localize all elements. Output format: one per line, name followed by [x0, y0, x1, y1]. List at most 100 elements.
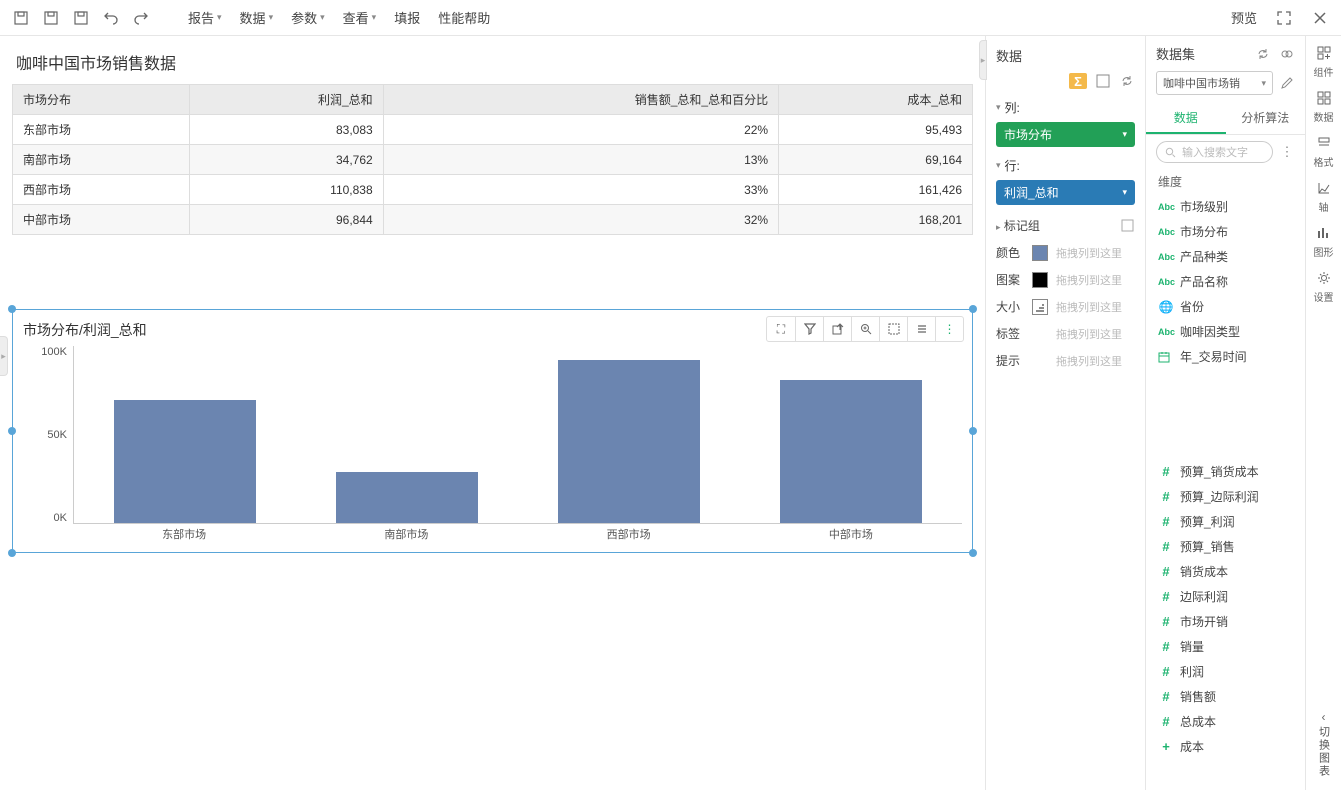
- undo-icon[interactable]: [102, 9, 120, 27]
- table-row[interactable]: 中部市场96,84432%168,201: [13, 205, 973, 235]
- menu-perf[interactable]: 性能帮助: [430, 4, 498, 31]
- bar[interactable]: [114, 400, 256, 523]
- measure-field[interactable]: #销量: [1152, 634, 1299, 659]
- redo-icon[interactable]: [132, 9, 150, 27]
- collapse-config-icon[interactable]: ▸: [979, 40, 987, 80]
- tab-analysis[interactable]: 分析算法: [1226, 103, 1306, 134]
- label-shelf[interactable]: 标签 拖拽列到这里: [996, 325, 1135, 342]
- measure-field[interactable]: +成本: [1152, 734, 1299, 759]
- resize-handle[interactable]: [969, 549, 977, 557]
- size-shelf[interactable]: 大小 拖拽列到这里: [996, 298, 1135, 315]
- dimension-field[interactable]: Abc产品种类: [1152, 244, 1299, 269]
- dataset-panel: 数据集 咖啡中国市场销▾ 数据 分析算法 输入搜索文字 ⋮: [1145, 36, 1305, 790]
- close-icon[interactable]: [1311, 9, 1329, 27]
- drop-placeholder: 拖拽列到这里: [1056, 299, 1122, 315]
- rail-data[interactable]: 数据: [1314, 89, 1334, 124]
- menu-fill[interactable]: 填报: [386, 4, 428, 31]
- menu-report[interactable]: 报告▾: [180, 4, 230, 31]
- rail-settings[interactable]: 设置: [1314, 269, 1334, 304]
- measure-field[interactable]: #市场开销: [1152, 609, 1299, 634]
- measure-field[interactable]: #预算_销货成本: [1152, 459, 1299, 484]
- save-icon-2[interactable]: [42, 9, 60, 27]
- preview-button[interactable]: 预览: [1231, 8, 1257, 27]
- measure-field[interactable]: #销货成本: [1152, 559, 1299, 584]
- y-axis: 100K 50K 0K: [23, 346, 73, 546]
- resize-handle[interactable]: [969, 305, 977, 313]
- dimension-field[interactable]: Abc市场级别: [1152, 194, 1299, 219]
- add-icon[interactable]: [1095, 73, 1111, 89]
- rail-components[interactable]: 组件: [1314, 44, 1334, 79]
- col-header[interactable]: 成本_总和: [779, 85, 973, 115]
- col-header[interactable]: 利润_总和: [189, 85, 383, 115]
- size-icon[interactable]: [1032, 299, 1048, 315]
- bar[interactable]: [558, 360, 700, 523]
- x-axis-label: 南部市场: [295, 526, 517, 546]
- dataset-refresh-icon[interactable]: [1255, 46, 1271, 62]
- bar[interactable]: [780, 380, 922, 523]
- measure-field[interactable]: #预算_销售: [1152, 534, 1299, 559]
- rail-shape[interactable]: 图形: [1314, 224, 1334, 259]
- resize-handle[interactable]: [8, 427, 16, 435]
- menu-params[interactable]: 参数▾: [283, 4, 333, 31]
- measure-field[interactable]: #利润: [1152, 659, 1299, 684]
- dataset-link-icon[interactable]: [1279, 46, 1295, 62]
- pattern-shelf[interactable]: 图案 拖拽列到这里: [996, 271, 1135, 288]
- pattern-swatch[interactable]: [1032, 272, 1048, 288]
- column-pill[interactable]: 市场分布▾: [996, 122, 1135, 147]
- col-header[interactable]: 市场分布: [13, 85, 190, 115]
- row-pill[interactable]: 利润_总和▾: [996, 180, 1135, 205]
- field-search-input[interactable]: 输入搜索文字: [1156, 141, 1273, 163]
- marker-settings-icon[interactable]: [1119, 218, 1135, 234]
- measure-field[interactable]: #边际利润: [1152, 584, 1299, 609]
- tooltip-shelf[interactable]: 提示 拖拽列到这里: [996, 352, 1135, 369]
- chart-list-icon[interactable]: [907, 317, 935, 341]
- chart-expand-icon[interactable]: ⛶: [767, 317, 795, 341]
- measure-field[interactable]: #预算_利润: [1152, 509, 1299, 534]
- tab-data[interactable]: 数据: [1146, 103, 1226, 134]
- rail-format[interactable]: 格式: [1314, 134, 1334, 169]
- chart-filter-icon[interactable]: [795, 317, 823, 341]
- search-more-icon[interactable]: ⋮: [1279, 144, 1295, 160]
- resize-handle[interactable]: [8, 549, 16, 557]
- chart-export-icon[interactable]: [823, 317, 851, 341]
- resize-handle[interactable]: [8, 305, 16, 313]
- dimension-field[interactable]: 年_交易时间: [1152, 344, 1299, 369]
- col-header[interactable]: 销售额_总和_总和百分比: [383, 85, 778, 115]
- marker-group-header[interactable]: ▸ 标记组: [996, 217, 1135, 234]
- save-icon-3[interactable]: [72, 9, 90, 27]
- color-shelf[interactable]: 颜色 拖拽列到这里: [996, 244, 1135, 261]
- menu-data[interactable]: 数据▾: [232, 4, 282, 31]
- number-field-icon: #: [1158, 614, 1174, 629]
- formula-icon[interactable]: Σ: [1069, 73, 1087, 89]
- resize-handle[interactable]: [969, 427, 977, 435]
- menu-view[interactable]: 查看▾: [335, 4, 385, 31]
- dataset-edit-icon[interactable]: [1279, 75, 1295, 91]
- measure-field[interactable]: #预算_边际利润: [1152, 484, 1299, 509]
- text-field-icon: Abc: [1158, 227, 1174, 237]
- chart-more-icon[interactable]: ⋮: [935, 317, 963, 341]
- table-row[interactable]: 西部市场110,83833%161,426: [13, 175, 973, 205]
- dimension-field[interactable]: Abc市场分布: [1152, 219, 1299, 244]
- measure-field[interactable]: #总成本: [1152, 709, 1299, 734]
- rail-switch-chart[interactable]: ‹ 切换图表: [1316, 710, 1332, 790]
- expand-left-icon[interactable]: ▸: [0, 336, 8, 376]
- dimension-field[interactable]: Abc产品名称: [1152, 269, 1299, 294]
- dataset-select[interactable]: 咖啡中国市场销▾: [1156, 71, 1273, 95]
- field-name: 预算_边际利润: [1180, 488, 1259, 505]
- grid-icon: [1315, 89, 1333, 107]
- bar[interactable]: [336, 472, 478, 523]
- rail-axis[interactable]: 轴: [1315, 179, 1333, 214]
- refresh-icon[interactable]: [1119, 73, 1135, 89]
- measure-field[interactable]: #销售额: [1152, 684, 1299, 709]
- fullscreen-icon[interactable]: [1275, 9, 1293, 27]
- chart-card[interactable]: 市场分布/利润_总和 ⛶ ⋮ 100K 50K 0K 东部市场南部市场西部市场: [12, 309, 973, 553]
- dimension-field[interactable]: Abc咖啡因类型: [1152, 319, 1299, 344]
- chart-zoom-icon[interactable]: [851, 317, 879, 341]
- chart-select-icon[interactable]: [879, 317, 907, 341]
- table-cell: 168,201: [779, 205, 973, 235]
- dimension-field[interactable]: 🌐省份: [1152, 294, 1299, 319]
- table-row[interactable]: 南部市场34,76213%69,164: [13, 145, 973, 175]
- table-row[interactable]: 东部市场83,08322%95,493: [13, 115, 973, 145]
- color-swatch[interactable]: [1032, 245, 1048, 261]
- save-icon[interactable]: [12, 9, 30, 27]
